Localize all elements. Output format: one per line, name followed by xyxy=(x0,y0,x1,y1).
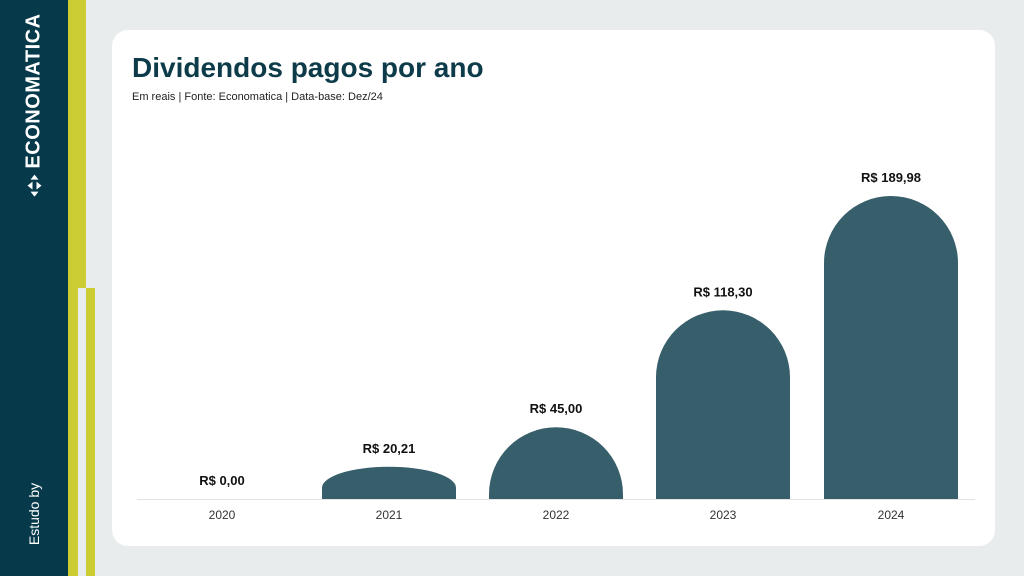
brand-logo: ECONOMATICA xyxy=(22,13,46,197)
data-label-2024: R$ 189,98 xyxy=(861,170,921,185)
bar-2021 xyxy=(322,466,456,499)
data-label-2022: R$ 45,00 xyxy=(530,401,583,416)
data-label-2023: R$ 118,30 xyxy=(693,284,752,299)
compass-arrows-icon xyxy=(27,174,41,197)
study-by-label: Estudo by xyxy=(26,482,42,546)
chart-card: Dividendos pagos por ano Em reais | Font… xyxy=(112,30,995,546)
x-tick-label-2023: 2023 xyxy=(710,508,737,522)
data-label-2021: R$ 20,21 xyxy=(363,441,416,456)
bar-2023 xyxy=(656,310,790,499)
chart-title: Dividendos pagos por ano xyxy=(132,52,484,83)
x-tick-label-2021: 2021 xyxy=(376,508,403,522)
x-tick-label-2020: 2020 xyxy=(209,508,236,522)
stripe-gap xyxy=(78,288,86,576)
sidebar xyxy=(0,0,68,576)
bar-2022 xyxy=(489,427,623,499)
chart-subtitle: Em reais | Fonte: Economatica | Data-bas… xyxy=(132,91,383,103)
brand-name: ECONOMATICA xyxy=(22,13,45,169)
x-tick-label-2024: 2024 xyxy=(878,508,905,522)
data-label-2020: R$ 0,00 xyxy=(199,473,245,488)
bar-chart: R$ 0,00 2020 R$ 20,21 2021 R$ 45,00 2022 R$ 11… xyxy=(137,170,975,522)
accent-stripe-inner xyxy=(86,288,95,576)
x-tick-label-2022: 2022 xyxy=(543,508,570,522)
bar-2024 xyxy=(824,195,958,500)
